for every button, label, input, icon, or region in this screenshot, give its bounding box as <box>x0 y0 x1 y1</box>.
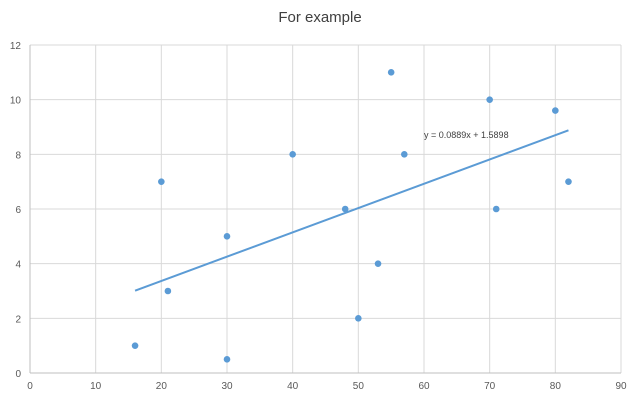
data-point <box>223 356 231 363</box>
data-point <box>223 233 231 240</box>
x-tick-label: 70 <box>484 381 496 392</box>
x-tick-label: 40 <box>287 381 299 392</box>
data-point <box>492 205 500 213</box>
data-point <box>341 205 349 213</box>
x-tick-label: 80 <box>550 381 562 392</box>
y-tick-labels: 0 2 4 6 8 10 12 <box>10 41 22 380</box>
x-tick-label: 60 <box>418 381 430 392</box>
data-point <box>486 96 493 103</box>
data-point <box>387 69 395 76</box>
x-tick-labels: 0 10 20 30 40 50 60 70 80 90 <box>27 381 627 392</box>
x-tick-label: 50 <box>353 381 365 392</box>
y-tick-label: 2 <box>15 314 21 325</box>
gridlines <box>30 44 622 373</box>
chart-title: For example <box>278 9 362 26</box>
trendline-group: y = 0.0889x + 1.5898 <box>134 129 569 292</box>
data-point <box>158 178 165 185</box>
data-point <box>289 151 296 158</box>
y-tick-label: 4 <box>15 260 21 271</box>
data-point <box>131 342 139 349</box>
data-point <box>355 315 362 322</box>
x-tick-label: 30 <box>221 381 233 392</box>
x-tick-label: 90 <box>615 381 627 392</box>
y-tick-label: 10 <box>10 96 22 107</box>
data-points <box>131 69 572 363</box>
x-tick-label: 20 <box>156 381 168 392</box>
y-tick-label: 12 <box>10 41 22 52</box>
y-tick-label: 6 <box>15 205 21 216</box>
y-tick-label: 8 <box>15 150 21 161</box>
data-point <box>401 151 408 158</box>
axes <box>29 45 621 374</box>
data-point <box>552 107 559 114</box>
trendline <box>134 129 569 292</box>
data-point <box>164 287 172 295</box>
y-tick-label: 0 <box>15 369 21 380</box>
data-point <box>565 178 572 185</box>
x-tick-label: 0 <box>27 381 33 392</box>
data-point <box>374 260 382 267</box>
trendline-equation-label: y = 0.0889x + 1.5898 <box>424 130 509 140</box>
x-tick-label: 10 <box>90 381 102 392</box>
